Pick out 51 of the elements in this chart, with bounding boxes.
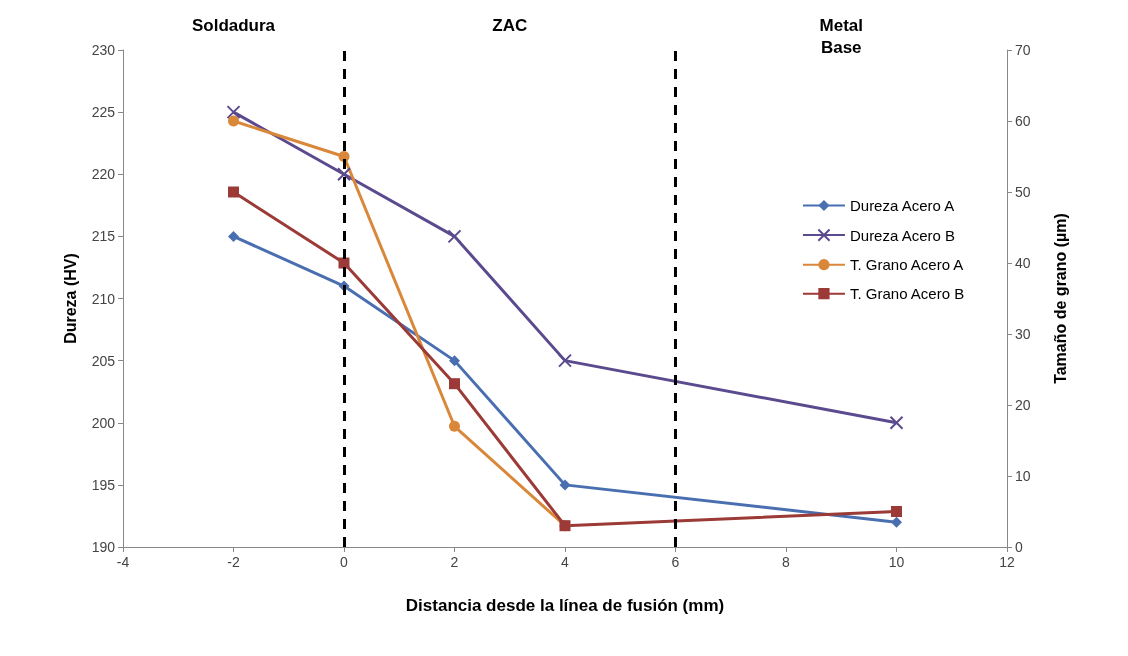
- point: [338, 257, 350, 269]
- y2-tick-label: 30: [1015, 326, 1031, 342]
- x-tick-label: -2: [227, 554, 240, 570]
- x-tick-label: 0: [340, 554, 349, 570]
- y-tick-label: 210: [91, 290, 116, 307]
- y2-tick-label: 70: [1015, 42, 1031, 58]
- point: [449, 355, 460, 367]
- y-tick-label: 215: [91, 228, 116, 245]
- legend-label: T. Grano Acero B: [849, 285, 965, 303]
- point: [889, 415, 904, 430]
- point: [337, 167, 351, 182]
- legend-label: Dureza Acero B: [849, 226, 956, 244]
- point: [228, 115, 239, 127]
- x-tick-label: 2: [450, 554, 459, 570]
- x-tick-label: -4: [116, 554, 130, 570]
- point: [228, 230, 239, 242]
- y2-tick-label: 50: [1015, 184, 1031, 200]
- legend-label: Dureza Acero A: [849, 197, 955, 214]
- y-tick-label: 200: [91, 414, 116, 431]
- y-tick-label: 205: [91, 352, 116, 369]
- y2-tick-label: 10: [1015, 468, 1031, 484]
- point: [558, 353, 572, 368]
- y-tick-label: 190: [91, 539, 116, 555]
- point: [447, 229, 462, 244]
- text: ZAC: [492, 15, 528, 35]
- y-tick-label: 230: [91, 42, 116, 58]
- y-axis-title: Dureza (HV): [61, 253, 79, 344]
- y-tick-label: 220: [91, 166, 116, 183]
- point: [449, 378, 460, 390]
- x-tick-label: 6: [671, 554, 680, 570]
- y-tick-label: 195: [91, 476, 116, 493]
- y2-tick-label: 60: [1015, 113, 1031, 129]
- point: [891, 516, 902, 528]
- point: [449, 420, 460, 432]
- x-axis-title: Distancia desde la línea de fusión (mm): [405, 596, 725, 615]
- text: Soldadura: [191, 15, 276, 35]
- x-tick-label: 12: [999, 554, 1015, 570]
- x-tick-label: 4: [561, 554, 570, 570]
- y2-tick-label: 0: [1015, 539, 1023, 555]
- y2-tick-label: 20: [1015, 397, 1031, 413]
- y-tick-label: 225: [91, 104, 116, 121]
- point: [891, 506, 902, 517]
- legend-label: T. Grano Acero A: [849, 256, 964, 274]
- point: [228, 186, 239, 198]
- y2-axis-title: Tamaño de grano (µm): [1051, 213, 1069, 384]
- x-tick-label: 8: [782, 554, 791, 570]
- point: [226, 105, 241, 120]
- point: [559, 479, 571, 491]
- y2-tick-label: 40: [1015, 255, 1031, 271]
- annotation: Metal Base: [819, 15, 863, 57]
- x-tick-label: 10: [888, 554, 905, 570]
